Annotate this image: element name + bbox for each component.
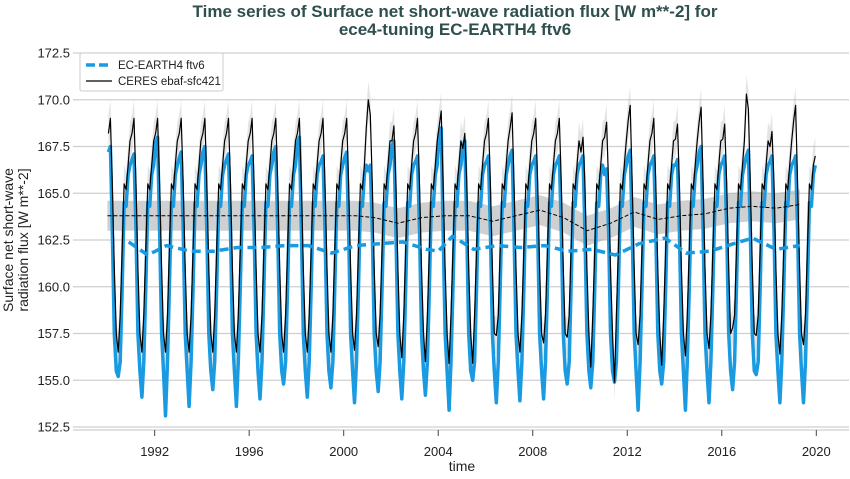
legend-label-ec-earth4: EC-EARTH4 ftv6: [118, 60, 205, 72]
ceres-running-mean-line: [107, 204, 800, 232]
y-tick-label: 160.0: [37, 279, 70, 294]
y-tick-label: 170.0: [37, 92, 70, 107]
y-tick-label: 165.0: [37, 186, 70, 201]
y-tick-label: 162.5: [37, 233, 70, 248]
y-tick-label: 172.5: [37, 46, 70, 61]
legend-label-ceres: CERES ebaf-sfc421: [118, 76, 221, 88]
y-tick-label: 155.0: [37, 373, 70, 388]
x-tick-label: 2004: [424, 444, 453, 459]
x-tick-label: 2008: [518, 444, 547, 459]
legend-frame: [79, 52, 224, 92]
y-tick-label: 167.5: [37, 139, 70, 154]
x-tick-label: 2016: [707, 444, 736, 459]
y-tick-label: 152.5: [37, 420, 70, 435]
y-axis-label-line-2: radiation flux [W m**-2]: [15, 168, 31, 311]
x-tick-label: 2000: [329, 444, 358, 459]
x-axis-label: time: [449, 458, 476, 474]
legend: EC-EARTH4 ftv6 CERES ebaf-sfc421: [79, 52, 224, 92]
ceres-monthly-line: [107, 93, 816, 383]
ec-earth4-monthly-line: [106, 126, 818, 418]
ec-earth4-running-mean-line: [127, 234, 801, 257]
axes: 152.5 155.0 157.5 160.0 162.5 165.0 167.5 170.0…: [37, 46, 849, 459]
x-tick-label: 1992: [140, 444, 169, 459]
y-axis-label-line-1: Surface net short-wave: [0, 168, 16, 312]
x-tick-label: 2020: [802, 444, 831, 459]
y-tick-label: 157.5: [37, 326, 70, 341]
chart-title-line-1: Time series of Surface net short-wave ra…: [193, 2, 718, 21]
series-lines: [106, 93, 818, 418]
x-tick-label: 1996: [235, 444, 264, 459]
x-tick-label: 2012: [613, 444, 642, 459]
chart-title-line-2: ece4-tuning EC-EARTH4 ftv6: [339, 20, 571, 39]
